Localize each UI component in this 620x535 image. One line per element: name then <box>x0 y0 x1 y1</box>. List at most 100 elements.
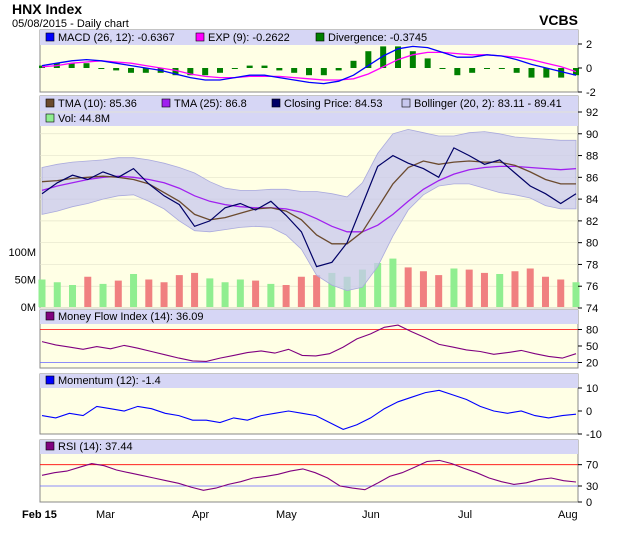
macd-legend-item-swatch <box>45 32 55 42</box>
volume-legend-item-swatch <box>45 113 55 123</box>
volume-axis: 100M 50M 0M <box>8 247 36 314</box>
source-label: VCBS <box>539 12 578 28</box>
volume-bar <box>160 282 168 307</box>
volume-bar <box>480 272 488 307</box>
mfi-legend-item-swatch <box>45 311 55 321</box>
volume-bar <box>526 268 534 307</box>
volume-bar <box>282 285 290 307</box>
x-tick-label: Apr <box>192 509 209 521</box>
divergence-bar <box>439 68 446 69</box>
chart-title: HNX Index <box>12 1 83 17</box>
volume-tick-label: 100M <box>8 247 36 259</box>
bollinger-legend-item-label: Bollinger (20, 2): 83.11 - 89.41 <box>414 98 562 110</box>
price-tick-label: 82 <box>586 216 598 228</box>
price-tick-label: 84 <box>586 194 598 206</box>
tma25-line <box>41 165 577 233</box>
volume-bar <box>496 274 504 307</box>
price-tick-label: 78 <box>586 259 598 271</box>
divergence-bar <box>217 68 223 73</box>
divergence-bar <box>395 46 401 68</box>
mfi-tick-label: 80 <box>586 325 598 337</box>
divergence-bar <box>291 68 298 73</box>
volume-bar <box>358 269 366 307</box>
volume-bar <box>313 275 321 307</box>
divergence-bar <box>128 68 134 73</box>
macd-legend-bg <box>40 30 578 45</box>
macd-legend: MACD (26, 12): -0.6367 EXP (9): -0.2622 Di… <box>45 32 427 44</box>
rsi-y-axis: 70 30 0 <box>578 460 598 509</box>
volume-bar <box>206 278 214 307</box>
price-tick-label: 86 <box>586 172 598 184</box>
volume-bar <box>450 268 458 307</box>
tma25-legend-item-swatch <box>161 98 171 108</box>
mfi-legend-bg <box>40 310 578 324</box>
volume-bar <box>99 283 107 307</box>
momentum-legend-item-swatch <box>45 375 55 385</box>
volume-bar <box>69 285 77 307</box>
divergence-bar <box>142 68 149 73</box>
volume-bar <box>267 283 275 307</box>
volume-bar <box>297 276 305 307</box>
divergence-bar <box>231 68 238 69</box>
rsi-tick-label: 30 <box>586 481 598 493</box>
price-legend-bg <box>40 96 578 126</box>
volume-bar <box>557 279 565 307</box>
volume-tick-label: 50M <box>15 275 36 287</box>
tma10-line <box>41 160 576 245</box>
exp-legend-item-swatch <box>195 32 205 42</box>
rsi-legend-item-label: RSI (14): 37.44 <box>58 441 133 453</box>
divergence-bar <box>380 46 387 68</box>
volume-bar <box>38 279 46 307</box>
volume-bar <box>389 258 397 307</box>
volume-legend-item-label: Vol: 44.8M <box>58 113 110 125</box>
price-tick-label: 90 <box>586 129 598 141</box>
volume-bar <box>511 271 519 307</box>
macd-tick-label: 0 <box>586 63 592 75</box>
divergence-bar <box>187 68 194 76</box>
momentum-legend: Momentum (12): -1.4 <box>45 375 161 387</box>
x-tick-label: Aug <box>558 509 578 521</box>
divergence-bar <box>335 68 342 71</box>
mfi-legend: Money Flow Index (14): 36.09 <box>45 311 204 323</box>
volume-bar <box>175 275 183 307</box>
divergence-bar <box>365 51 372 68</box>
divergence-bar <box>261 65 268 68</box>
rsi-legend: RSI (14): 37.44 <box>45 441 133 453</box>
chart-subtitle: 05/08/2015 - Daily chart <box>12 18 129 30</box>
volume-bar <box>236 279 244 307</box>
volume-bar <box>53 282 61 307</box>
volume-bar <box>572 282 580 307</box>
volume-bar <box>191 272 199 307</box>
price-y-axis: 92 90 88 86 84 82 80 78 76 74 <box>578 107 598 315</box>
volume-tick-label: 0M <box>21 302 36 314</box>
volume-bar <box>435 275 443 307</box>
price-tick-label: 88 <box>586 151 598 163</box>
divergence-bar <box>246 65 253 68</box>
macd-line <box>41 45 577 85</box>
momentum-tick-label: 0 <box>586 406 592 418</box>
rsi-tick-label: 70 <box>586 460 598 472</box>
macd-y-axis: 2 0 -2 <box>578 39 596 99</box>
divergence-bar <box>350 60 357 68</box>
divergence-bar <box>528 68 535 78</box>
divergence-legend-item-label: Divergence: -0.3745 <box>328 32 427 44</box>
volume-bar <box>404 267 412 307</box>
tma25-legend-item-label: TMA (25): 86.8 <box>174 98 247 110</box>
volume-bar <box>374 263 382 307</box>
divergence-bar <box>424 58 431 68</box>
divergence-bar <box>469 68 476 73</box>
divergence-legend-item-swatch <box>315 32 325 42</box>
volume-bar <box>541 276 549 307</box>
closing-price-line <box>41 147 577 268</box>
volume-bar <box>145 279 153 307</box>
mfi-line <box>41 324 577 362</box>
divergence-bar <box>409 51 416 68</box>
mfi-tick-label: 50 <box>586 341 598 353</box>
tma10-legend-item-label: TMA (10): 85.36 <box>58 98 137 110</box>
price-tick-label: 92 <box>586 107 598 119</box>
divergence-bar <box>83 63 90 68</box>
tma10-legend-item-swatch <box>45 98 55 108</box>
divergence-bar <box>202 68 209 76</box>
momentum-legend-bg <box>40 374 578 388</box>
